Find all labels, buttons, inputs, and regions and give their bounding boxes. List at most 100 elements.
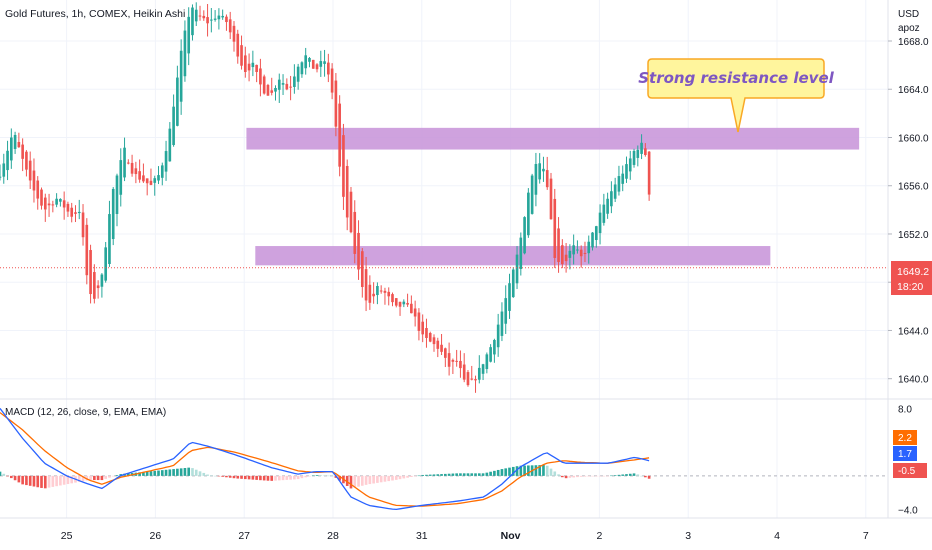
candle-body [432, 337, 436, 345]
macd-histogram-bar [142, 471, 145, 476]
macd-histogram-bar [564, 475, 568, 479]
macd-histogram-bar [285, 475, 289, 480]
macd-histogram-bar [111, 475, 115, 477]
macd-histogram-bar [247, 475, 251, 480]
price-pane[interactable] [0, 2, 888, 393]
candle-body [240, 45, 243, 66]
candle-body [236, 33, 240, 57]
candle-body [534, 164, 538, 195]
macd-badges: 2.2 1.7 -0.5 [893, 430, 927, 478]
macd-histogram-bar [360, 475, 364, 486]
macd-histogram-bar [444, 473, 447, 476]
candle-body [176, 77, 179, 126]
macd-histogram-bar [413, 475, 417, 477]
candle-body [123, 147, 126, 178]
time-tick-label: 4 [774, 530, 780, 542]
candle-body [247, 63, 251, 71]
macd-histogram-bar [428, 474, 432, 476]
macd-histogram-bar [451, 473, 455, 476]
macd-pane[interactable] [0, 408, 888, 511]
callout-bubble [647, 58, 825, 133]
macd-histogram-bar [277, 475, 281, 481]
candle-body [357, 232, 360, 270]
time-tick-label: 2 [596, 530, 602, 542]
macd-histogram-bar [319, 475, 323, 476]
candle-body [2, 163, 6, 177]
macd-histogram-bar [383, 475, 387, 482]
candle-body [66, 203, 70, 212]
macd-histogram-bar [349, 475, 353, 489]
macd-histogram-bar [387, 475, 391, 482]
candle-body [108, 214, 111, 265]
price-tick-label: 1656.0 [898, 182, 929, 193]
candle-body [387, 291, 391, 297]
candle-body [372, 293, 375, 297]
candle-body [572, 245, 575, 255]
time-tick-label: 7 [863, 530, 869, 542]
candle-body [43, 197, 47, 210]
candle-body [436, 340, 440, 349]
candle-body [206, 17, 209, 24]
candle-body [383, 290, 387, 293]
macd-histogram-bar [213, 475, 217, 477]
macd-histogram-bar [93, 475, 96, 481]
candle-body [93, 272, 96, 299]
macd-histogram-bar [323, 475, 326, 476]
candle-body [613, 184, 617, 199]
macd-tick-label: −4.0 [898, 506, 918, 517]
macd-histogram-bar [485, 472, 489, 476]
candle-body [594, 226, 598, 241]
macd-histogram-bar [259, 475, 262, 481]
candle-body [134, 168, 138, 175]
macd-histogram-bar [10, 475, 13, 479]
macd-histogram-bar [243, 475, 247, 480]
candle-body [368, 284, 372, 303]
macd-histogram-bar [202, 472, 206, 476]
macd-histogram-bar [474, 473, 477, 476]
candle-body [327, 62, 330, 75]
candle-body [274, 87, 277, 92]
candle-body [602, 204, 606, 223]
candle-body [474, 379, 477, 381]
annotation-callout[interactable]: Strong resistance level [638, 58, 835, 133]
candle-body [119, 160, 123, 195]
candle-body [447, 353, 451, 367]
candle-body [632, 150, 636, 165]
candle-body [293, 76, 296, 87]
macd-histogram-bar [598, 475, 602, 477]
hist-badge-value: -0.5 [898, 466, 916, 477]
macd-histogram-bar [55, 475, 58, 487]
macd-histogram-bar [262, 475, 266, 481]
time-tick-label: 26 [150, 530, 162, 542]
candle-body [304, 55, 308, 69]
macd-histogram-bar [89, 475, 92, 481]
macd-histogram-bar [500, 469, 504, 476]
candle-body [285, 83, 289, 90]
candle-body [262, 76, 266, 94]
candle-body [410, 303, 413, 314]
macd-histogram-bar [32, 475, 36, 487]
macd-histogram-bar [43, 475, 47, 489]
macd-histogram-bar [417, 475, 421, 477]
macd-histogram-bar [300, 475, 304, 479]
candle-body [126, 162, 130, 164]
candle-body [549, 178, 553, 220]
macd-histogram-bar [13, 475, 17, 481]
candle-body [315, 64, 319, 70]
candle-body [379, 290, 383, 292]
candle-body [277, 79, 281, 90]
candle-body [360, 251, 364, 287]
macd-histogram-bar [221, 475, 224, 477]
candle-body [636, 149, 640, 158]
candle-body [591, 232, 594, 248]
candle-body [210, 19, 213, 21]
macd-histogram-bar [289, 475, 292, 480]
macd-histogram-bar [470, 473, 474, 476]
candle-body [440, 344, 443, 352]
macd-histogram-bar [66, 475, 70, 485]
candle-body [391, 294, 394, 303]
candle-body [542, 168, 545, 172]
resistance-zone-2 [255, 246, 771, 266]
macd-histogram-bar [549, 468, 553, 476]
candle-body [493, 339, 496, 355]
